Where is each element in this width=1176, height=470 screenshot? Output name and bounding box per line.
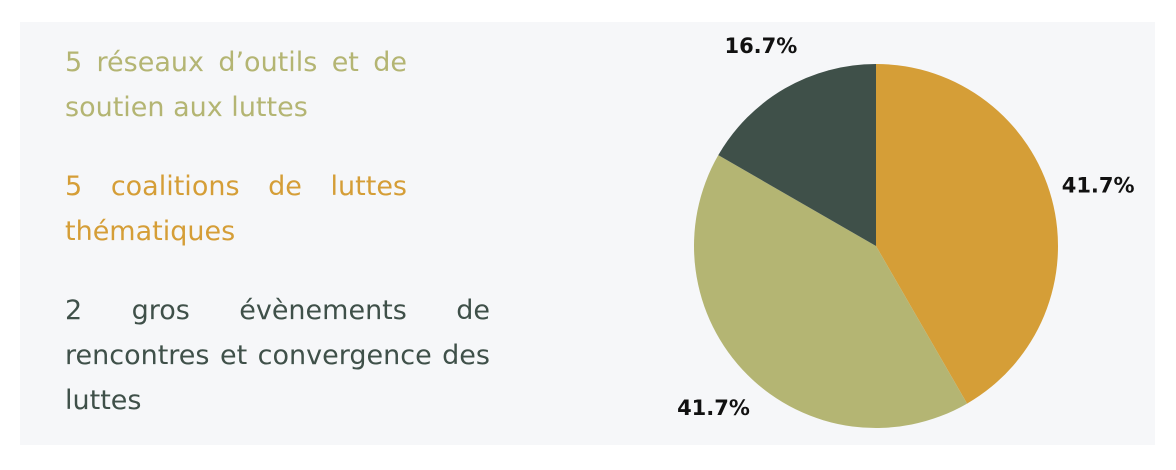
data-label: 16.7% [724,34,797,58]
pie-slice [876,64,1059,404]
pie-slice [718,64,876,246]
legend-text: 2 gros évènements de rencontres et conve… [65,295,490,416]
data-label: 41.7% [677,396,750,420]
legend-text: 5 coalitions de luttes thématiques [65,171,407,247]
pie-slice [693,155,968,429]
legend-text: 5 réseaux d’outils et de soutien aux lut… [65,47,407,123]
data-label: 41.7% [1062,173,1135,197]
